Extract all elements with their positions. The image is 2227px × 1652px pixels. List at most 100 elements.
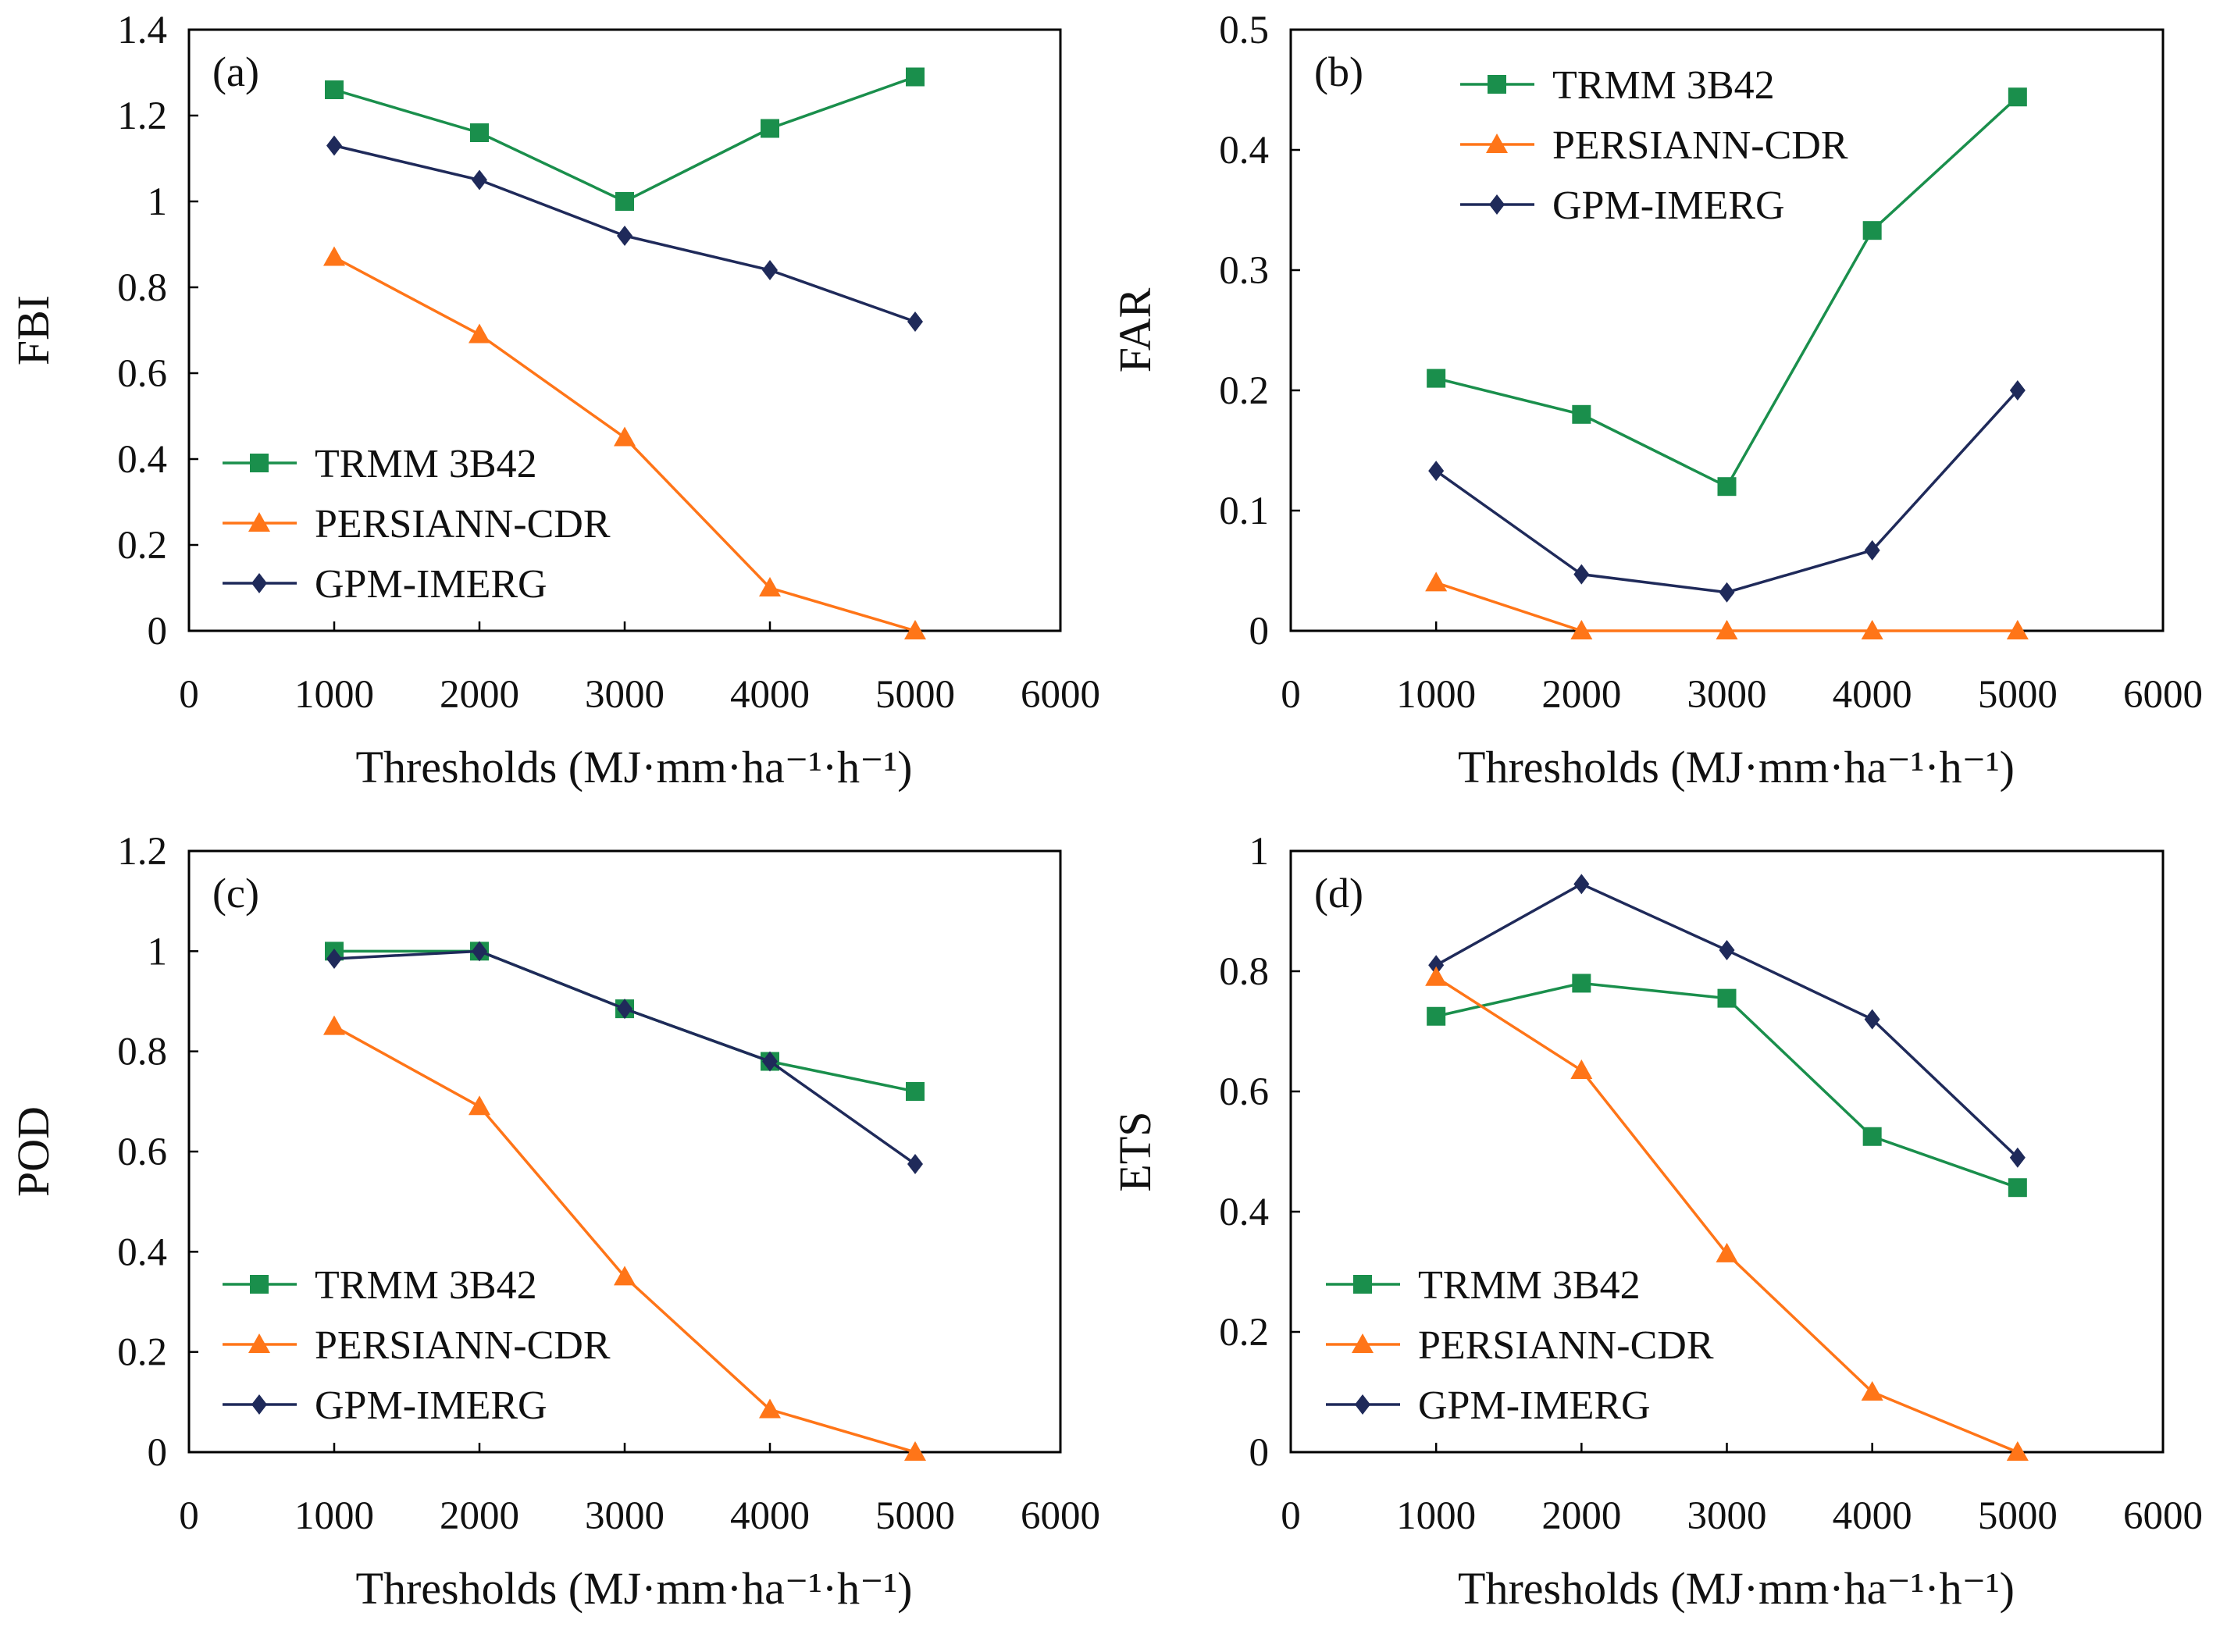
series-persiann [323,1015,926,1461]
data-point [2006,1441,2029,1461]
y-tick-label: 0 [1249,1431,1270,1475]
legend: TRMM 3B42 PERSIANN-CDR GPM-IMERG [223,1263,611,1428]
data-point [2009,1147,2026,1168]
y-tick-label: 0.3 [1219,249,1269,293]
legend-label: PERSIANN-CDR [315,502,611,547]
legend-item-gpm: GPM-IMERG [1326,1383,1651,1428]
y-tick-label: 0.4 [1219,1191,1269,1234]
series-persiann [1425,571,2029,639]
x-tick-label: 6000 [2123,673,2203,717]
x-tick-label: 3000 [1687,1494,1767,1538]
y-tick-label: 0.4 [117,438,167,482]
x-tick-label: 1000 [294,1494,374,1538]
data-point [904,1441,926,1461]
data-point [1570,620,1593,639]
legend: TRMM 3B42 PERSIANN-CDR GPM-IMERG [1326,1263,1714,1428]
y-tick-label: 0.4 [1219,129,1269,173]
data-point [470,123,489,142]
data-point [759,1398,781,1419]
x-axis-label: Thresholds (MJ·mm·ha⁻¹·h⁻¹) [1458,1563,2015,1614]
data-point [614,426,636,447]
data-point [1864,1009,1880,1030]
legend-marker-diamond-icon [1489,194,1505,215]
y-tick-label: 0.8 [117,1031,167,1074]
x-axis-label: Thresholds (MJ·mm·ha⁻¹·h⁻¹) [1458,742,2015,792]
x-tick-label: 3000 [1687,673,1767,717]
data-point [1427,1006,1446,1026]
legend-item-gpm: GPM-IMERG [1460,183,1785,228]
legend-marker-triangle-icon [1352,1333,1374,1353]
legend: TRMM 3B42 PERSIANN-CDR GPM-IMERG [1460,63,1848,228]
data-point [326,948,342,969]
x-tick-label: 0 [1281,1494,1301,1538]
chart-panel-a: 0 0.2 0.4 0.6 0.8 1 1.2 1.4 0 1000 2000 3000 4000 500… [8,9,1100,792]
data-point [469,1095,490,1116]
y-tick-label: 0.6 [117,1130,167,1174]
series-gpm [326,135,923,332]
x-axis-label: Thresholds (MJ·mm·ha⁻¹·h⁻¹) [356,742,913,792]
data-point [323,1015,345,1035]
legend-label: PERSIANN-CDR [315,1323,611,1368]
y-tick-label: 1.4 [117,9,167,52]
data-point [1428,955,1445,976]
data-point [1425,571,1448,592]
x-tick-label: 4000 [730,673,810,717]
series-gpm [1428,874,2026,1168]
data-point [2009,380,2026,401]
x-tick-label: 2000 [1541,673,1621,717]
y-tick-label: 0.1 [1219,490,1269,533]
data-point [1427,368,1446,388]
series-persiann [1425,966,2029,1461]
x-tick-label: 6000 [1021,1494,1100,1538]
data-point [907,312,923,332]
series-line [1435,976,2019,1454]
series-line [333,949,917,1166]
x-tick-label: 1000 [294,673,374,717]
y-tick-label: 0 [1249,610,1270,653]
series-trmm [1427,974,2027,1198]
y-tick-label: 0 [148,610,168,653]
data-point [615,192,634,211]
data-point [1570,1059,1593,1080]
panel-label: (b) [1314,48,1363,95]
series-gpm [326,941,923,1175]
data-point [1861,1381,1883,1401]
panel-label: (c) [212,870,259,917]
data-point [1864,539,1880,561]
data-point [759,577,781,596]
panel-label: (d) [1314,870,1363,917]
chart-panel-c: 0 0.2 0.4 0.6 0.8 1 1.2 0 1000 2000 3000 4000 5000 60… [8,830,1100,1614]
data-point [325,80,344,99]
data-point [904,620,926,639]
legend-label: PERSIANN-CDR [1418,1323,1714,1368]
data-point [617,999,632,1020]
y-tick-label: 0.4 [117,1230,167,1274]
series-gpm [1428,380,2026,603]
y-tick-label: 0.8 [1219,950,1269,994]
y-tick-label: 1.2 [117,94,167,138]
legend-item-persiann: PERSIANN-CDR [223,502,611,547]
legend-marker-diamond-icon [1355,1394,1370,1415]
y-tick-label: 0.2 [1219,369,1269,413]
legend-item-persiann: PERSIANN-CDR [1326,1323,1714,1368]
data-point [1428,461,1445,482]
series-trmm [325,942,925,1101]
legend-label: GPM-IMERG [315,562,547,607]
data-point [1425,966,1448,986]
data-point [761,119,779,138]
series-line [333,75,916,203]
plot-frame [1289,28,2165,632]
legend: TRMM 3B42 PERSIANN-CDR GPM-IMERG [223,442,611,607]
x-tick-label: 0 [1281,673,1301,717]
x-tick-label: 2000 [1541,1494,1621,1538]
data-point [907,1154,923,1175]
series-trmm [325,67,925,211]
y-tick-label: 0.8 [117,266,167,310]
legend-marker-diamond-icon [251,573,267,593]
y-tick-label: 0.2 [117,524,167,568]
legend-label: TRMM 3B42 [315,1263,537,1308]
series-line [1435,882,2019,1159]
chart-panel-b: 0 0.1 0.2 0.3 0.4 0.5 0 1000 2000 3000 4000 5000 600… [1110,9,2203,792]
y-tick-label: 1.2 [117,830,167,874]
data-point [1717,988,1737,1008]
